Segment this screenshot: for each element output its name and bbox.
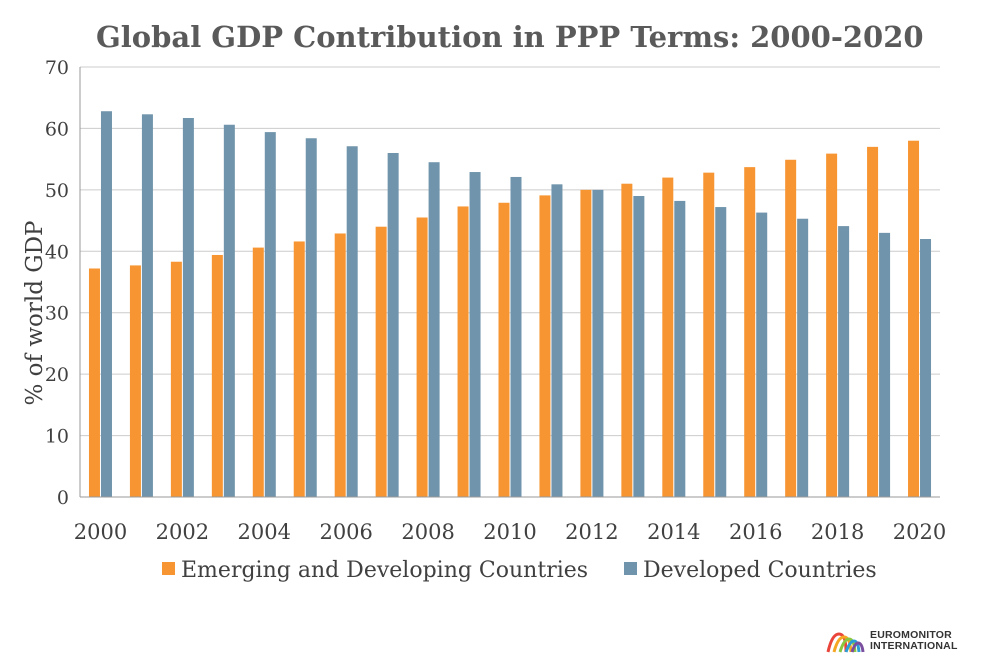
chart-title: Global GDP Contribution in PPP Terms: 20… [96,20,924,54]
bar-emerging [703,172,715,497]
bar-emerging [539,195,551,497]
bar-developed [633,196,645,497]
x-tick-label: 2000 [74,520,127,544]
x-tick-label: 2016 [729,520,782,544]
bar-developed [387,153,399,497]
bar-developed [592,189,604,497]
bar-emerging [498,202,510,497]
x-tick-label: 2006 [319,520,372,544]
bar-developed [715,207,727,498]
bar-emerging [334,233,346,497]
bar-developed [305,138,317,497]
bar-emerging [88,268,100,497]
bar-emerging [293,241,305,497]
bar-emerging [129,265,141,497]
bar-developed [756,212,768,498]
bar-developed [879,232,891,497]
bar-emerging [416,217,428,497]
y-tick-label: 10 [45,426,69,448]
bar-emerging [826,153,838,497]
bar-developed [510,176,522,497]
legend-swatch-developed [624,562,637,575]
bar-emerging [621,183,633,497]
axes-group [79,67,940,498]
logo-line2: INTERNATIONAL [870,640,958,652]
grid-lines [80,66,940,437]
bar-emerging [580,189,592,497]
x-tick-label: 2010 [483,520,536,544]
bar-developed [264,132,276,497]
bar-developed [674,200,686,497]
bar-developed [469,172,481,498]
rainbow-arches-icon [826,632,865,653]
y-axis-label: % of world GDP [22,220,48,405]
legend: Emerging and Developing Countries Develop… [162,558,877,583]
legend-label-developed: Developed Countries [643,558,877,583]
bar-emerging [457,206,469,497]
x-tick-label: 2014 [647,520,700,544]
legend-swatch-emerging [162,562,175,575]
y-tick-label: 70 [45,57,69,79]
bar-developed [920,239,932,497]
y-tick-label: 20 [45,364,69,386]
x-tick-label: 2020 [893,520,946,544]
bar-developed [100,111,112,497]
bar-developed [428,162,440,497]
x-tick-label: 2002 [156,520,209,544]
bar-emerging [867,146,879,497]
logo-line1: EUROMONITOR [870,629,952,641]
bar-emerging [785,159,797,497]
bar-emerging [252,247,264,497]
bar-developed [141,114,153,498]
bars-group [88,111,932,498]
bar-developed [797,218,809,497]
y-tick-label: 40 [45,241,69,263]
chart-title-wrap: Global GDP Contribution in PPP Terms: 20… [96,20,956,54]
bar-developed [838,226,850,497]
y-tick-label: 0 [57,487,69,509]
bar-developed [551,184,563,498]
bar-emerging [662,177,674,498]
legend-label-emerging: Emerging and Developing Countries [181,558,588,583]
bar-emerging [744,167,756,497]
y-tick-labels: 0 10 20 30 40 50 60 70 [45,57,69,509]
bar-developed [346,146,358,497]
bar-emerging [908,140,920,497]
logo-text: EUROMONITOR INTERNATIONAL [870,630,958,652]
x-tick-label: 2008 [401,520,454,544]
x-tick-label: 2018 [811,520,864,544]
bar-emerging [170,261,182,497]
bar-emerging [211,254,223,497]
y-tick-label: 30 [45,303,69,325]
y-tick-label: 60 [45,118,69,140]
y-tick-label: 50 [45,180,69,202]
x-tick-label: 2012 [565,520,618,544]
x-tick-label: 2004 [238,520,291,544]
x-tick-labels: 2000 2002 2004 2006 2008 2010 2012 2014 2016 2018… [74,520,947,544]
euromonitor-logo: EUROMONITOR INTERNATIONAL [826,629,976,657]
bar-developed [223,124,235,497]
bar-emerging [375,226,387,497]
bar-developed [182,117,194,497]
